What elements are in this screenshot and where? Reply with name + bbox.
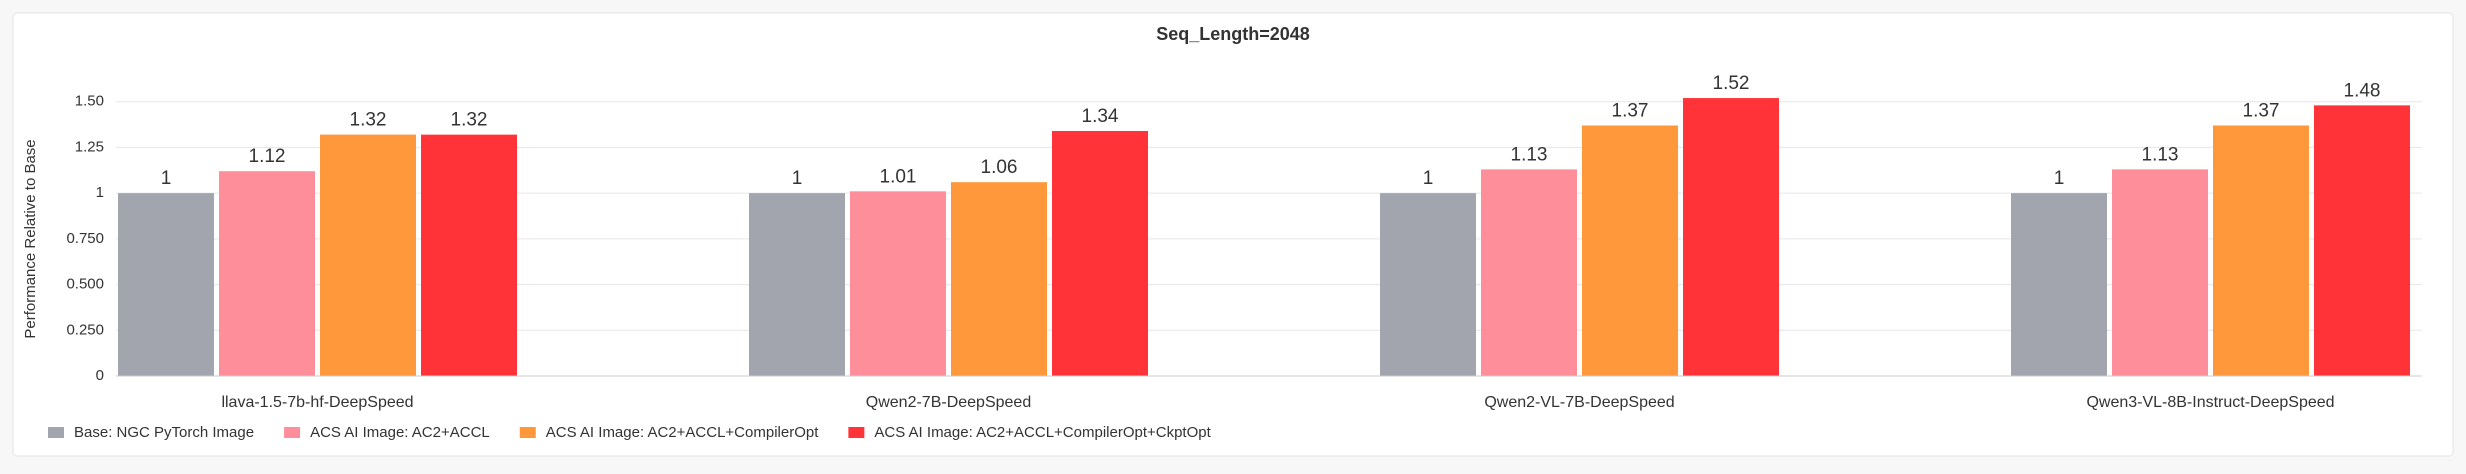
legend-label: ACS AI Image: AC2+ACCL: [310, 424, 490, 441]
legend-label: ACS AI Image: AC2+ACCL+CompilerOpt: [546, 424, 819, 441]
value-label: 1.32: [350, 110, 387, 131]
x-tick-label: Qwen3-VL-8B-Instruct-DeepSpeed: [2086, 394, 2334, 411]
bar: [2213, 125, 2309, 376]
legend-swatch: [848, 427, 865, 438]
bar: [2011, 193, 2107, 376]
value-label: 1: [2054, 168, 2065, 189]
y-tick-label: 0.500: [66, 276, 104, 293]
bar: [1481, 169, 1577, 376]
value-label: 1.06: [981, 157, 1018, 178]
value-label: 1: [792, 168, 803, 189]
y-tick-label: 1: [96, 184, 104, 201]
bar: [951, 182, 1047, 376]
bar: [749, 193, 845, 376]
y-tick-label: 0.750: [66, 230, 104, 247]
x-tick-label: llava-1.5-7b-hf-DeepSpeed: [221, 394, 413, 411]
y-tick-label: 1.50: [75, 93, 104, 110]
bar: [850, 191, 946, 376]
value-label: 1.34: [1082, 106, 1119, 127]
value-label: 1.12: [249, 146, 286, 167]
bar: [118, 193, 214, 376]
value-label: 1.13: [1511, 144, 1548, 165]
value-label: 1: [161, 168, 172, 189]
bar: [1683, 98, 1779, 377]
value-label: 1.48: [2344, 80, 2381, 101]
x-tick-label: Qwen2-VL-7B-DeepSpeed: [1484, 394, 1674, 411]
bar: [1380, 193, 1476, 376]
value-label: 1.37: [2243, 101, 2280, 122]
legend-swatch: [284, 427, 301, 438]
bar: [2112, 169, 2208, 376]
card: [12, 12, 2454, 457]
chart-title: Seq_Length=2048: [1156, 24, 1310, 44]
y-tick-label: 0.250: [66, 321, 104, 338]
legend-swatch: [48, 427, 64, 438]
bar: [1582, 125, 1678, 376]
y-tick-label: 0: [96, 367, 104, 384]
value-label: 1.37: [1612, 101, 1649, 122]
value-label: 1.13: [2142, 144, 2179, 165]
bar: [1052, 130, 1148, 376]
bar: [2314, 105, 2410, 376]
value-label: 1.52: [1713, 73, 1750, 94]
legend-label: Base: NGC PyTorch Image: [74, 424, 254, 441]
value-label: 1: [1423, 168, 1434, 189]
y-tick-label: 1.25: [75, 138, 104, 155]
bar: [320, 134, 416, 376]
legend-label: ACS AI Image: AC2+ACCL+CompilerOpt+CkptO…: [874, 424, 1211, 441]
x-tick-label: Qwen2-7B-DeepSpeed: [866, 394, 1031, 411]
bar: [219, 171, 315, 376]
value-label: 1.01: [880, 166, 917, 187]
legend-swatch: [519, 427, 536, 438]
value-label: 1.32: [451, 110, 488, 131]
y-axis-label: Performance Relative to Base: [22, 139, 39, 338]
bar: [421, 134, 517, 376]
